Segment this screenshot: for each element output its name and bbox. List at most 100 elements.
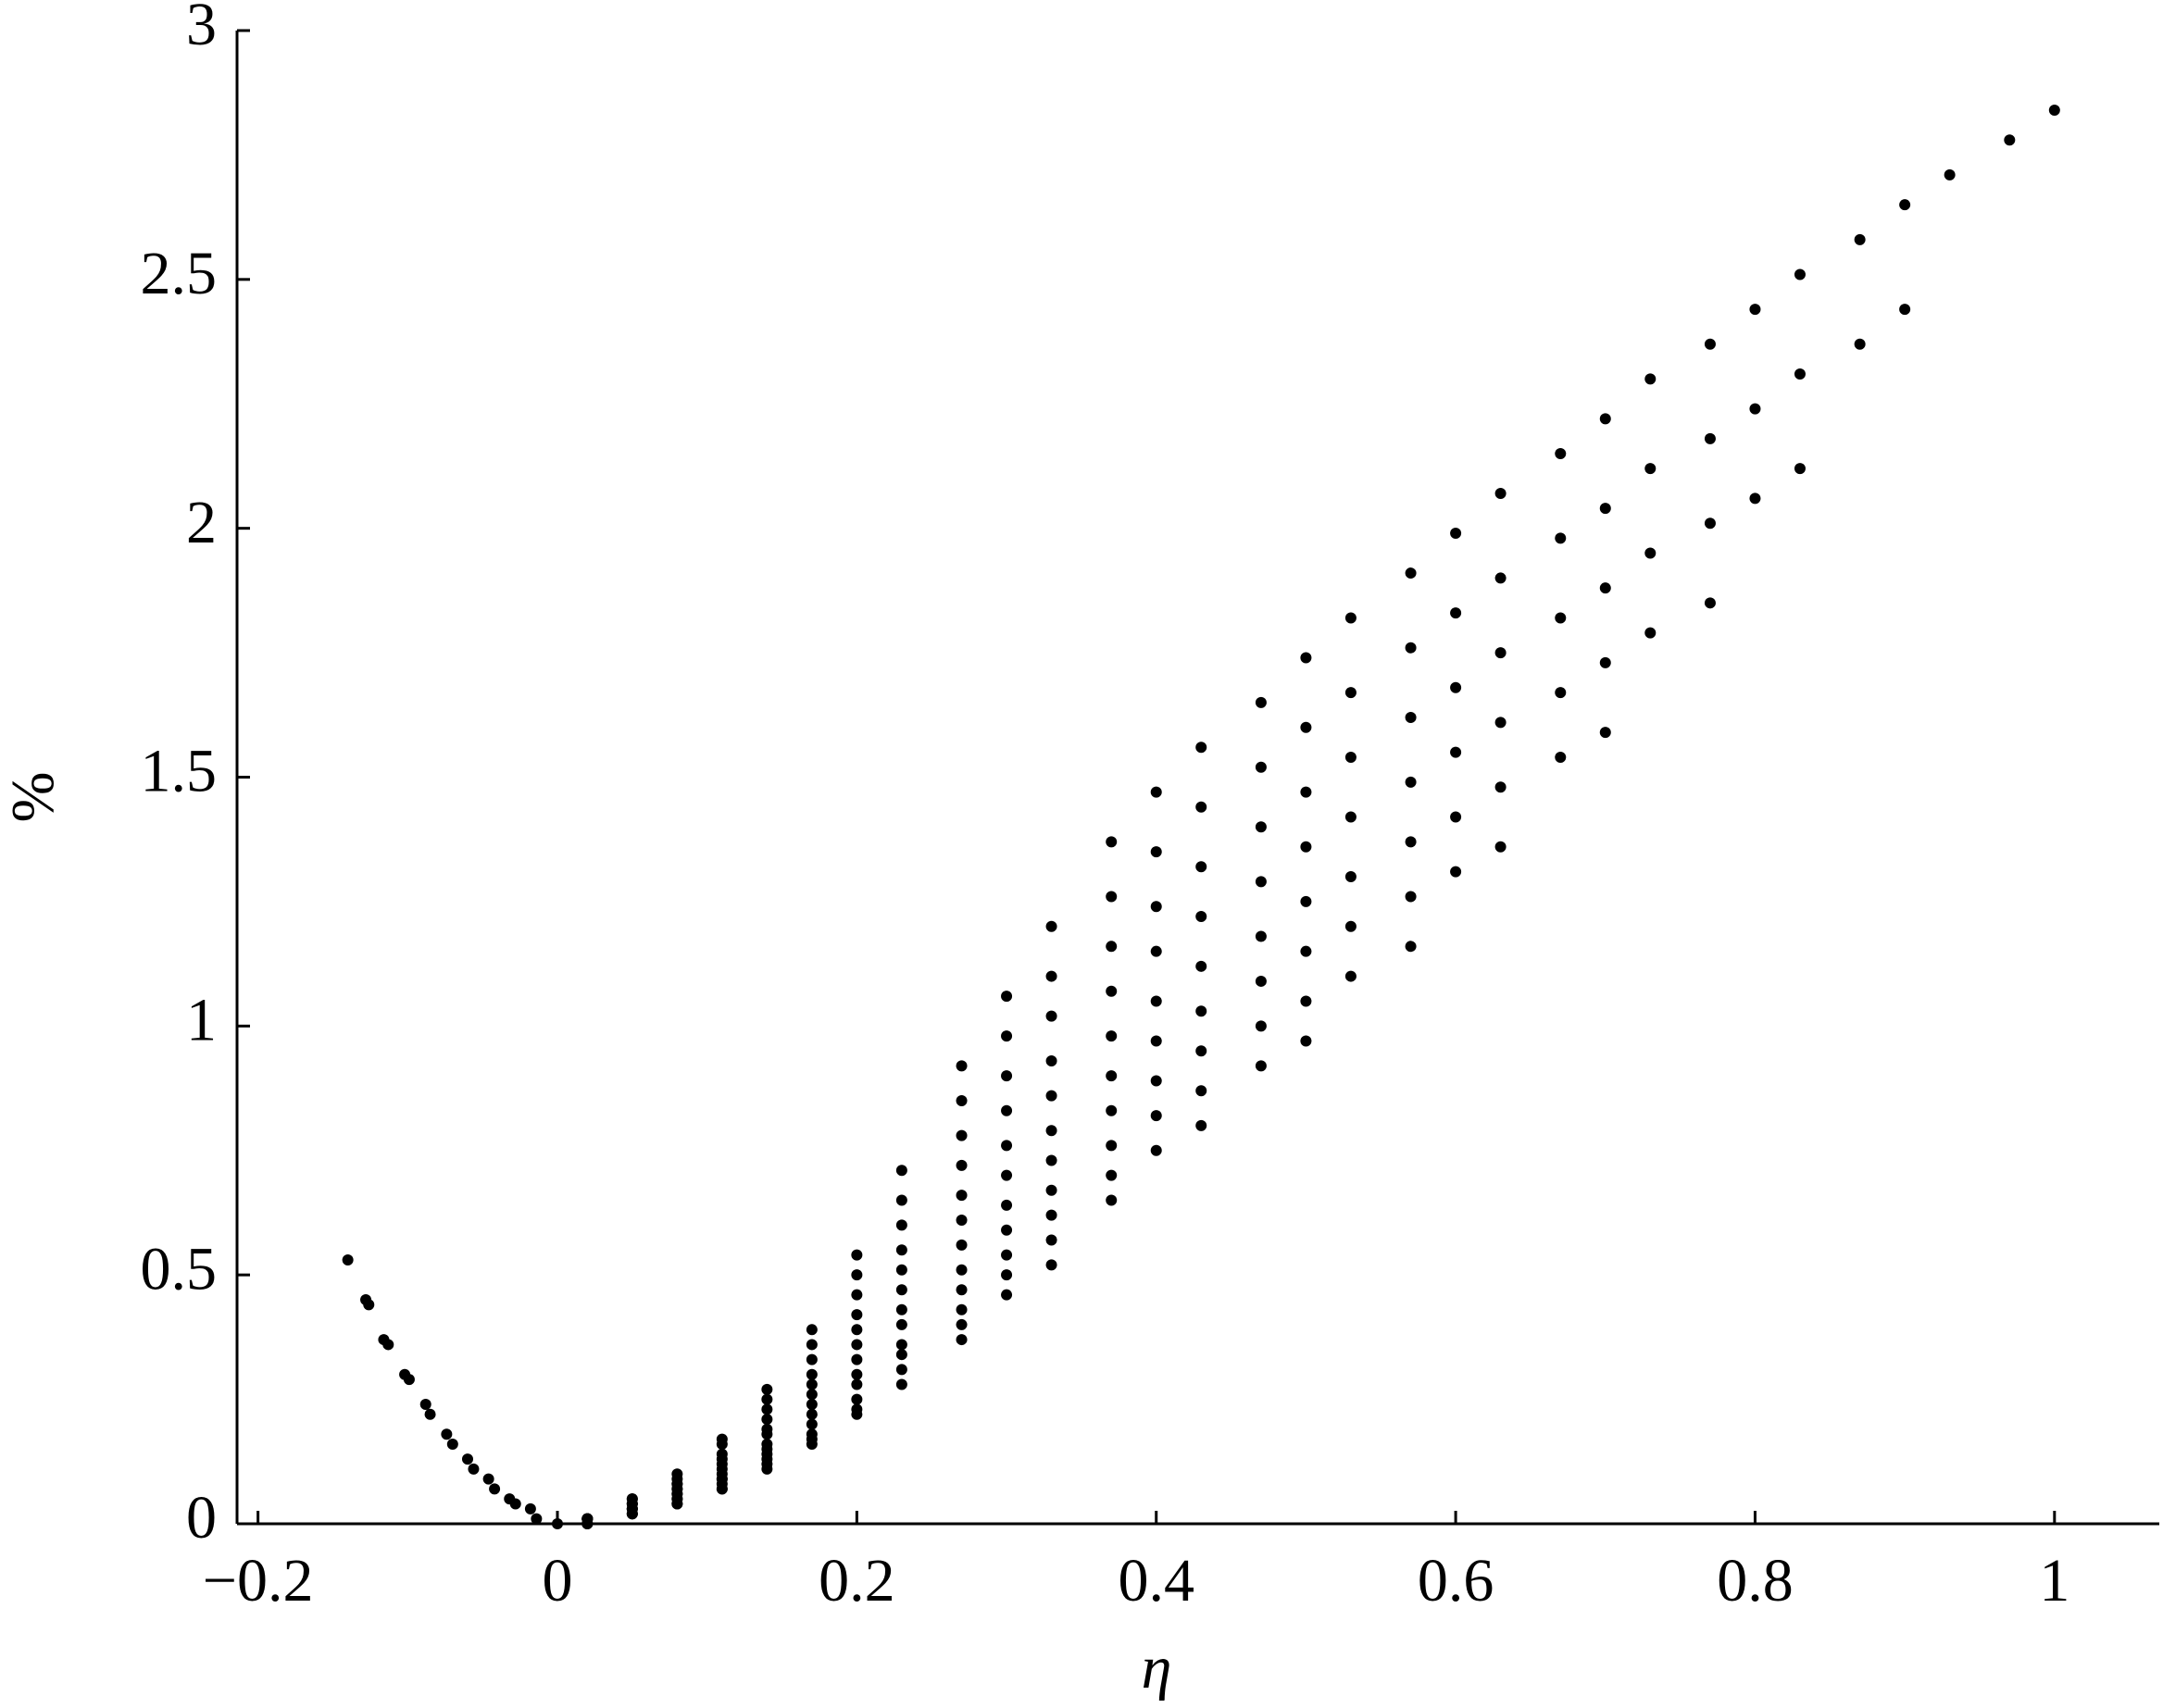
point (403, 1374, 415, 1386)
point (1045, 1184, 1057, 1196)
y-axis-label: % (0, 772, 67, 823)
point (1344, 970, 1357, 982)
y-tick-label: 3 (186, 0, 217, 58)
point (1405, 642, 1417, 654)
point (482, 1473, 494, 1485)
point (1001, 1030, 1013, 1042)
point (895, 1378, 907, 1390)
point (1300, 721, 1312, 733)
point (1300, 652, 1312, 664)
point (956, 1334, 968, 1346)
point (1106, 836, 1118, 848)
point (382, 1339, 394, 1351)
point (531, 1513, 543, 1525)
point (342, 1254, 354, 1266)
x-tick-label: 1 (2039, 1547, 2069, 1614)
point (895, 1318, 907, 1330)
point (1106, 1070, 1118, 1082)
point (956, 1264, 968, 1276)
point (1001, 1104, 1013, 1116)
point (851, 1408, 863, 1420)
point (1704, 432, 1716, 444)
point (626, 1508, 638, 1520)
point (806, 1353, 818, 1365)
point (509, 1498, 521, 1510)
point (1195, 801, 1207, 813)
point (1494, 717, 1507, 729)
point (1704, 517, 1716, 530)
y-tick-label: 0.5 (141, 1235, 218, 1303)
point (1555, 751, 1567, 763)
point (1106, 1169, 1118, 1181)
point (895, 1284, 907, 1296)
point (1001, 1269, 1013, 1281)
point (895, 1303, 907, 1315)
point (1450, 681, 1462, 693)
point (806, 1418, 818, 1430)
y-tick-label: 1.5 (141, 738, 218, 805)
point (956, 1060, 968, 1072)
point (1045, 1234, 1057, 1246)
point (1001, 1169, 1013, 1181)
point (1749, 304, 1761, 316)
point (806, 1378, 818, 1390)
point (895, 1194, 907, 1206)
point (1599, 656, 1611, 668)
point (1405, 711, 1417, 723)
point (1704, 597, 1716, 609)
point (446, 1438, 458, 1450)
point (1599, 503, 1611, 515)
point (1344, 687, 1357, 699)
point (1001, 1199, 1013, 1211)
point (1106, 1194, 1118, 1206)
x-tick-label: 0.8 (1717, 1547, 1794, 1614)
point (761, 1428, 773, 1440)
point (1300, 841, 1312, 853)
point (1555, 532, 1567, 544)
point (1599, 582, 1611, 594)
point (956, 1094, 968, 1106)
point (1794, 368, 1806, 380)
point (956, 1215, 968, 1227)
point (1045, 970, 1057, 982)
point (1150, 901, 1162, 913)
point (1150, 1035, 1162, 1047)
point (1255, 696, 1267, 708)
point (806, 1339, 818, 1351)
point (671, 1498, 683, 1510)
point (1255, 930, 1267, 942)
point (1794, 268, 1806, 281)
point (363, 1299, 375, 1311)
point (716, 1483, 728, 1495)
point (1494, 781, 1507, 793)
point (581, 1518, 594, 1529)
point (1300, 1035, 1312, 1047)
point (1150, 846, 1162, 858)
point (895, 1165, 907, 1177)
point (1001, 1249, 1013, 1261)
point (895, 1364, 907, 1376)
point (895, 1244, 907, 1256)
point (851, 1368, 863, 1380)
point (1150, 995, 1162, 1007)
point (761, 1463, 773, 1475)
point (1106, 985, 1118, 997)
point (1045, 1209, 1057, 1221)
point (1854, 338, 1866, 350)
point (1106, 891, 1118, 903)
x-axis-label: η (1142, 1634, 1172, 1702)
point (1944, 168, 1956, 181)
point (1344, 871, 1357, 883)
point (1195, 742, 1207, 754)
point (806, 1408, 818, 1420)
point (1494, 647, 1507, 659)
point (956, 1129, 968, 1141)
point (441, 1428, 453, 1440)
point (806, 1438, 818, 1450)
point (761, 1414, 773, 1426)
point (895, 1349, 907, 1361)
point (851, 1269, 863, 1281)
point (1300, 945, 1312, 957)
point (716, 1438, 728, 1450)
